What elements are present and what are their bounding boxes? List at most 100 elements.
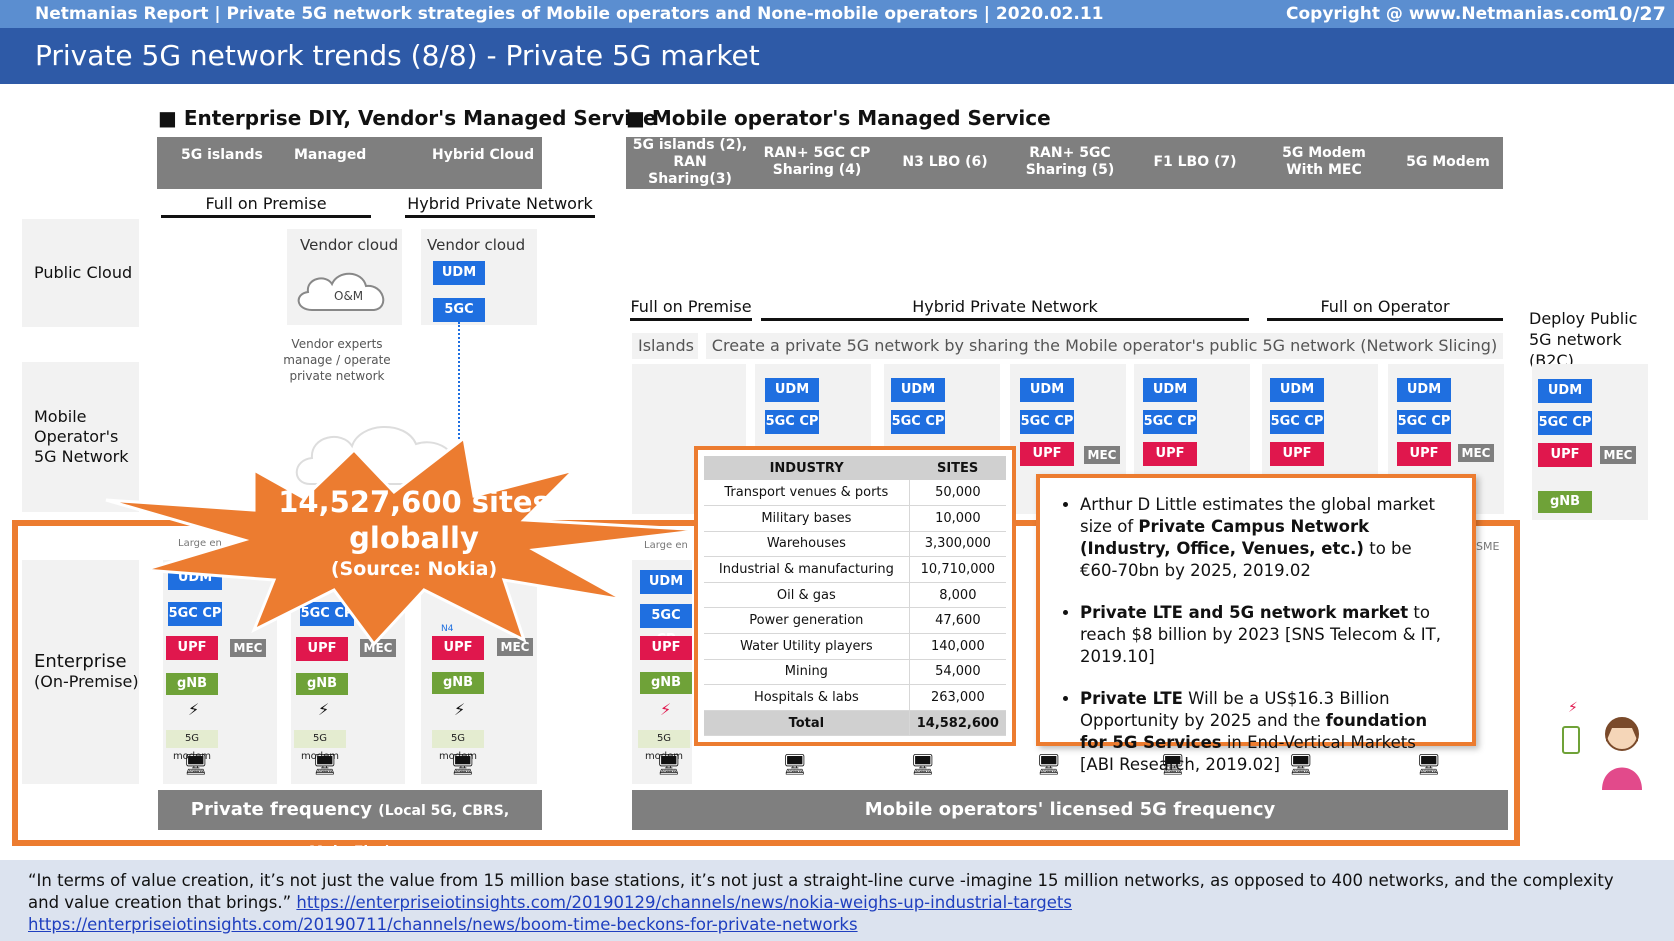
source-link-1[interactable]: https://enterpriseiotinsights.com/201901… <box>296 893 1072 912</box>
islands-label: Islands <box>632 333 698 359</box>
table-header-industry: INDUSTRY <box>704 456 910 480</box>
industry-cell: Industrial & manufacturing <box>704 556 910 583</box>
band-ran-5gc-sharing: RAN+ 5GC Sharing (5) <box>1012 140 1128 184</box>
vendor-cloud-label-1: Vendor cloud <box>300 236 399 254</box>
modem-e1: 5G modem <box>166 730 218 762</box>
left-band-header <box>157 137 542 189</box>
report-header-bar: Netmanias Report | Private 5G network st… <box>0 0 1674 28</box>
source-link-2[interactable]: https://enterpriseiotinsights.com/201907… <box>28 915 858 934</box>
right-full-on-operator: Full on Operator <box>1267 297 1503 321</box>
mec-node-e3: MEC <box>497 638 533 656</box>
right-section-heading: ■ Mobile operator's Managed Service <box>626 106 1051 130</box>
sites-cell: 47,600 <box>909 607 1006 635</box>
antenna-icon-e2: ⚡ <box>318 700 330 719</box>
right-hybrid-private-network: Hybrid Private Network <box>761 297 1249 321</box>
starburst-callout <box>105 435 705 647</box>
udm-node-r7: UDM <box>1397 378 1451 402</box>
antenna-icon-e3: ⚡ <box>454 700 466 719</box>
slide-title: Private 5G network trends (8/8) - Privat… <box>0 28 1674 84</box>
note-text: to be €60-70bn by 2025, 2019.02 <box>1080 539 1412 580</box>
band-5g-islands: 5G islands <box>181 147 263 163</box>
udm-node-r5: UDM <box>1143 378 1197 402</box>
report-title: Netmanias Report | Private 5G network st… <box>35 4 1104 24</box>
udm-node-r4: UDM <box>1020 378 1074 402</box>
phone-icon <box>1562 726 1580 754</box>
enterprise-label: Enterprise <box>34 651 127 672</box>
device-icon-e3: 🖥 <box>450 752 476 776</box>
mec-node-r7: MEC <box>1458 444 1494 462</box>
table-row: Mining 54,000 <box>704 659 1006 686</box>
cp-node-r5: 5GC CP <box>1143 410 1197 434</box>
band-hybrid-cloud: Hybrid Cloud <box>432 147 535 163</box>
cp-node-b2c: 5GC CP <box>1538 411 1592 435</box>
table-row: Power generation 47,600 <box>704 607 1006 635</box>
table-row: Hospitals & labs 263,000 <box>704 684 1006 711</box>
mec-node-b2c: MEC <box>1600 446 1636 464</box>
quote-text: “In terms of value creation, it’s not ju… <box>28 871 1614 912</box>
device-icon-er2: 🖥 <box>782 752 808 776</box>
sites-cell: 10,710,000 <box>909 556 1006 583</box>
antenna-icon-er1: ⚡ <box>660 700 672 719</box>
sites-cell: 54,000 <box>909 659 1006 686</box>
udm-node-hybrid: UDM <box>433 261 485 285</box>
band-ran-5gc-cp-sharing: RAN+ 5GC CP Sharing (4) <box>758 140 876 184</box>
table-total-row: Total 14,582,600 <box>704 710 1006 737</box>
starburst-source: (Source: Nokia) <box>330 558 498 580</box>
large-ent-label: Large en <box>178 538 222 549</box>
market-note-3: Private LTE Will be a US$16.3 Billion Op… <box>1080 688 1454 776</box>
sites-cell: 3,300,000 <box>909 531 1006 558</box>
upf-node-r7: UPF <box>1397 442 1451 466</box>
starburst-text: 14,527,600 sites globally (Source: Nokia… <box>240 484 588 582</box>
n4-label: N4 <box>441 624 454 634</box>
band-f1-lbo: F1 LBO (7) <box>1150 140 1240 184</box>
row-label-enterprise: Enterprise (On-Premise) <box>22 560 139 784</box>
udm-node-b2c: UDM <box>1538 379 1592 403</box>
starburst-globally: globally <box>349 521 479 555</box>
table-row: Oil & gas 8,000 <box>704 582 1006 609</box>
device-icon-er4: 🖥 <box>1036 752 1062 776</box>
table-row: Warehouses 3,300,000 <box>704 531 1006 558</box>
om-label: O&M <box>334 289 363 303</box>
industry-cell: Military bases <box>704 505 910 532</box>
upf-node-er1: UPF <box>640 636 692 660</box>
gnb-node-er1: gNB <box>640 672 692 694</box>
vendor-cloud-label-2: Vendor cloud <box>427 236 526 254</box>
left-full-on-premise: Full on Premise <box>161 194 371 218</box>
industry-cell: Mining <box>704 659 910 686</box>
sites-cell: 8,000 <box>909 582 1006 609</box>
upf-node-e1: UPF <box>166 636 218 660</box>
upf-node-e3: UPF <box>432 636 484 660</box>
sites-cell: 10,000 <box>909 505 1006 532</box>
left-hybrid-private-network: Hybrid Private Network <box>405 194 595 218</box>
table-row: Military bases 10,000 <box>704 505 1006 532</box>
mec-node-e1: MEC <box>230 639 266 657</box>
note-bold: foundation for 5G Services <box>1080 711 1428 752</box>
band-5g-modem-mec: 5G Modem With MEC <box>1262 140 1386 184</box>
cp-node-r2: 5GC CP <box>765 410 819 434</box>
sites-cell: 263,000 <box>909 684 1006 711</box>
industry-cell: Transport venues & ports <box>704 480 910 507</box>
note-text: Arthur D Little estimates the global mar… <box>1080 495 1436 536</box>
cp-node-e1: 5GC CP <box>168 602 222 626</box>
udm-node-r3: UDM <box>891 378 945 402</box>
large-ent-label-right: Large en <box>644 540 688 551</box>
table-row: Industrial & manufacturing 10,710,000 <box>704 556 1006 583</box>
right-full-on-premise: Full on Premise <box>630 297 752 321</box>
mec-node-r4: MEC <box>1084 446 1120 464</box>
device-icon-er5: 🖥 <box>1160 752 1186 776</box>
private-frequency-bar: Private frequency (Local 5G, CBRS, Multe… <box>158 790 542 860</box>
device-icon-er7: 🖥 <box>1416 752 1442 776</box>
cp-node-r6: 5GC CP <box>1270 410 1324 434</box>
note-text: to reach $8 billion by 2023 [SNS Telecom… <box>1080 603 1441 666</box>
industry-cell: Power generation <box>704 607 910 635</box>
note-text: Will be a US$16.3 Billion Opportunity by… <box>1080 689 1390 730</box>
upf-node-r4: UPF <box>1020 442 1074 466</box>
gnb-node-b2c: gNB <box>1538 491 1592 513</box>
market-note-2: Private LTE and 5G network market to rea… <box>1080 602 1454 668</box>
enterprise-sub-label: (On-Premise) <box>34 672 139 691</box>
total-value: 14,582,600 <box>909 710 1006 737</box>
market-estimates-box: Arthur D Little estimates the global mar… <box>1036 474 1476 774</box>
industry-cell: Oil & gas <box>704 582 910 609</box>
copyright-text: Copyright @ www.Netmanias.com <box>1286 4 1610 24</box>
starburst-sites: 14,527,600 sites <box>278 485 550 519</box>
